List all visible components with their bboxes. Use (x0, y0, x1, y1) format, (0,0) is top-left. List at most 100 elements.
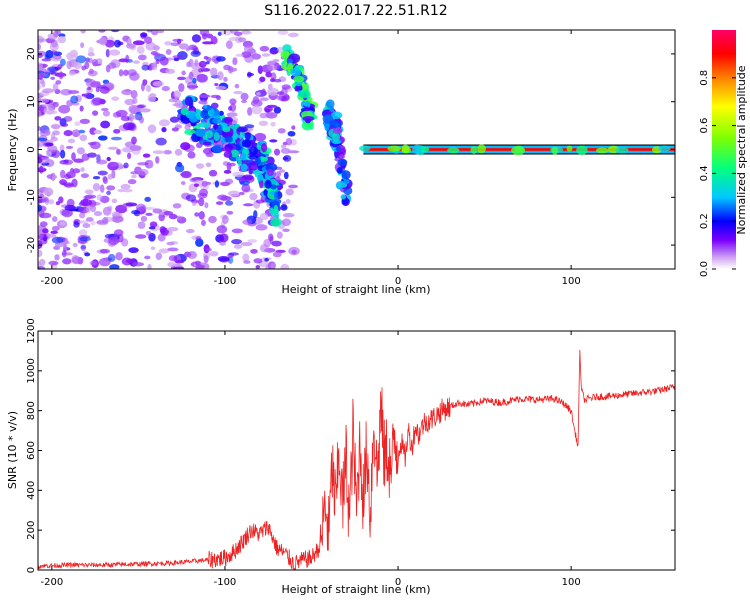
spectrogram-noise-cell (269, 78, 276, 83)
spectrogram-noise-cell (92, 110, 99, 116)
spectrogram-noise-cell (194, 59, 199, 67)
colorbar-tick-label: 0.0 (699, 261, 710, 277)
spectrogram-y-ticks: -20 -10 0 10 20 (26, 48, 675, 253)
spectrogram-noise-cell (140, 82, 145, 92)
spectrogram-noise-cell (244, 124, 255, 129)
spectrogram-noise-cell (265, 71, 272, 78)
spectrogram-noise-cell (78, 229, 88, 237)
spectrogram-noise-cell (73, 158, 85, 163)
spectrogram-ridge-cell (203, 104, 208, 109)
spectrogram-noise-cell (196, 73, 208, 83)
spectrogram-noise-cell (155, 156, 160, 164)
spectrogram-ridge-cell (341, 170, 351, 180)
snr-line (38, 349, 675, 570)
spectrogram-noise-cell (48, 260, 59, 266)
spectrogram-noise-cell (232, 57, 238, 66)
spectrogram-noise-cell (144, 206, 157, 211)
spectrogram-noise-cell (277, 128, 286, 134)
spectrogram-noise-cell (133, 114, 142, 121)
spectrogram-noise-cell (63, 129, 73, 137)
spectrogram-noise-cell (57, 64, 63, 69)
spectrogram-noise-cell (59, 221, 67, 227)
spectrogram-noise-cell (45, 142, 54, 147)
spectrogram-noise-cell (158, 119, 171, 127)
spectrogram-noise-cell (79, 236, 91, 242)
spectrogram-noise-cell (266, 64, 278, 71)
spectrogram-noise-cell (170, 42, 180, 47)
spectrogram-noise-cell (200, 219, 206, 227)
spectrogram-noise-cell (127, 69, 137, 77)
spectrogram-noise-cell (81, 93, 86, 97)
spectrogram-noise-cell (215, 56, 226, 62)
colorbar-tick-label: 0.8 (699, 70, 710, 86)
spectrogram-noise-cell (145, 212, 153, 216)
spectrogram-noise-cell (38, 70, 45, 74)
spectrogram-noise-cell (84, 194, 97, 199)
spectrogram-noise-cell (57, 35, 67, 44)
spectrogram-noise-cell (172, 103, 182, 107)
spectrogram-ridge-cell (322, 114, 334, 124)
spectrogram-noise-cell (114, 229, 124, 237)
spectrogram-noise-cell (132, 60, 140, 64)
spectrogram-noise-cell (237, 37, 247, 43)
spectrogram-noise-cell (105, 48, 110, 58)
spectrogram-x-label: Height of straight line (km) (281, 283, 430, 296)
spectrogram-noise-cell (226, 112, 238, 117)
spectrogram-noise-cell (166, 247, 179, 252)
snr-y-tick-label: 1200 (26, 318, 37, 343)
spectrogram-noise-cell (259, 76, 266, 83)
spectrogram-noise-cell (270, 262, 276, 269)
spectrogram-noise-cell (247, 239, 258, 243)
spectrogram-noise-cell (144, 196, 151, 202)
spectrogram-noise-cell (58, 196, 64, 204)
spectrogram-noise-cell (64, 173, 72, 180)
spectrogram-noise-cell (220, 30, 233, 36)
spectrogram-noise-cell (291, 125, 296, 130)
spectrogram-noise-cell (202, 41, 214, 45)
spectrogram-ridge-cell (237, 158, 242, 167)
spectrogram-noise-cell (149, 221, 158, 228)
spectrogram-noise-cell (59, 179, 67, 185)
spectrogram-ridge-cell (290, 67, 302, 77)
spectrogram-noise-cell (240, 30, 252, 35)
spectrogram-ridge-cell (184, 129, 196, 136)
spectrogram-noise-cell (155, 252, 163, 260)
spectrogram-noise-cell (227, 106, 233, 111)
spectrogram-noise-cell (210, 94, 221, 99)
spectrogram-noise-cell (161, 127, 167, 133)
spectrogram-noise-cell (159, 56, 169, 66)
spectrogram-ridge-cell (261, 156, 269, 162)
spectrogram-noise-cell (111, 96, 120, 101)
spectrogram-data (38, 30, 353, 269)
spectrogram-noise-cell (185, 194, 197, 202)
spectrogram-noise-cell (89, 68, 94, 75)
spectrogram-noise-cell (250, 248, 258, 254)
spectrogram-noise-cell (70, 53, 78, 60)
snr-y-tick-label: 600 (26, 441, 37, 460)
spectrogram-ridge-cell (233, 132, 238, 140)
spectrogram-noise-cell (104, 39, 115, 48)
spectrogram-noise-cell (176, 76, 186, 81)
snr-x-tick-label: -200 (40, 577, 63, 588)
spectrogram-noise-cell (283, 154, 292, 162)
spectrogram-noise-cell (92, 176, 101, 180)
spectrogram-noise-cell (106, 190, 111, 196)
spectrogram-ridge-cell (299, 89, 311, 99)
spectrogram-noise-cell (59, 118, 67, 126)
spectrogram-noise-cell (38, 38, 48, 42)
spectrogram-noise-cell (220, 195, 228, 201)
spectrogram-noise-cell (181, 70, 186, 76)
spectrogram-noise-cell (280, 147, 291, 154)
spectrogram-noise-cell (92, 58, 99, 67)
spectrogram-noise-cell (158, 213, 165, 222)
spectrogram-noise-cell (280, 204, 288, 211)
spectrogram-noise-cell (209, 67, 218, 77)
spectrogram-noise-cell (98, 30, 106, 33)
spectrogram-noise-cell (129, 145, 142, 151)
snr-y-tick-label: 400 (26, 481, 37, 500)
spectrogram-noise-cell (187, 251, 197, 259)
spectrogram-noise-cell (38, 233, 49, 240)
spectrogram-noise-cell (190, 50, 201, 58)
